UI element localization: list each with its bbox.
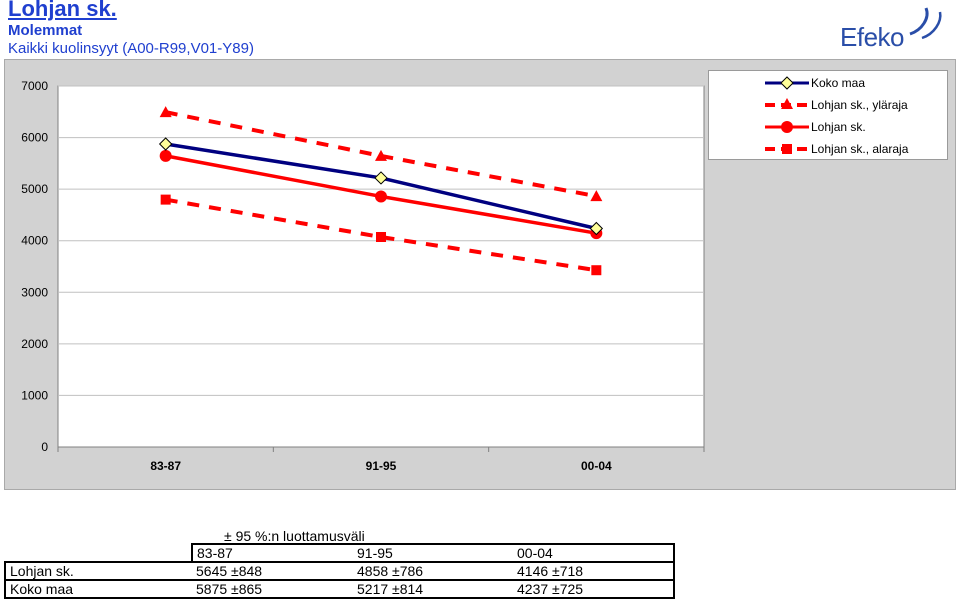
table-caption: ± 95 %:n luottamusväli: [224, 528, 365, 544]
data-point-diamond: [158, 137, 173, 151]
y-tick-label: 1000: [21, 388, 48, 402]
x-tick-label: 91-95: [366, 459, 397, 473]
table-header-row: 83-87 91-95 00-04: [5, 543, 675, 563]
legend-swatch-circle-icon: [765, 121, 809, 133]
plot-area: [57, 85, 705, 448]
data-point-triangle: [159, 106, 172, 118]
table-cell: 5217 ±814: [353, 580, 513, 599]
line-chart: 0 1000 2000 3000 4000 5000 6000 7000 83-87 91-95 0…: [21, 79, 705, 473]
legend-item-ylaraja: Lohjan sk., yläraja: [709, 95, 947, 115]
data-point-square: [160, 194, 171, 205]
x-tick-label: 83-87: [150, 459, 181, 473]
data-point-square: [376, 232, 386, 243]
table-header-cell: 83-87: [191, 543, 353, 563]
page-subtitle-sex: Molemmat: [8, 22, 83, 39]
efeko-logo-swoosh-icon: [909, 7, 942, 40]
table-cell: 5875 ±865: [192, 580, 353, 599]
data-point-triangle: [375, 149, 387, 161]
efeko-logo-text: Efeko: [840, 22, 905, 52]
table-row: Lohjan sk. 5645 ±848 4858 ±786 4146 ±718: [4, 561, 675, 581]
table-row-label: Koko maa: [4, 580, 192, 599]
y-tick-label: 7000: [21, 79, 48, 93]
data-point-triangle: [590, 190, 603, 202]
legend-item-koko-maa: Koko maa: [709, 73, 947, 93]
legend-item-alaraja: Lohjan sk., alaraja: [709, 139, 947, 159]
table-row: Koko maa 5875 ±865 5217 ±814 4237 ±725: [4, 580, 675, 599]
data-point-circle: [159, 149, 172, 162]
legend-label: Lohjan sk., alaraja: [811, 142, 909, 156]
data-point-circle: [375, 190, 387, 203]
table-header-cell: 00-04: [513, 543, 675, 563]
y-tick-label: 0: [41, 440, 48, 454]
table-cell: 4237 ±725: [513, 580, 675, 599]
page-title: Lohjan sk.: [8, 0, 117, 21]
legend-label: Lohjan sk., yläraja: [811, 98, 908, 112]
efeko-logo: Efeko: [838, 4, 948, 54]
y-tick-label: 4000: [21, 234, 48, 248]
legend-item-lohja: Lohjan sk.: [709, 117, 947, 137]
table-cell: 5645 ±848: [192, 561, 353, 581]
x-tick-label: 00-04: [581, 459, 612, 473]
page-subtitle-cause: Kaikki kuolinsyyt (A00-R99,V01-Y89): [8, 40, 254, 57]
chart-legend: Koko maa Lohjan sk., yläraja Lohjan sk. …: [708, 70, 948, 160]
legend-swatch-diamond-icon: [765, 76, 809, 90]
data-point-square: [591, 265, 602, 276]
data-point-diamond: [374, 171, 388, 185]
confidence-interval-table: 83-87 91-95 00-04 Lohjan sk. 5645 ±848 4…: [4, 543, 675, 599]
series-line-3: [165, 197, 597, 273]
y-tick-label: 6000: [21, 131, 48, 145]
series-line-1: [165, 110, 597, 199]
table-header-cell: 91-95: [353, 543, 513, 563]
legend-label: Lohjan sk.: [811, 120, 866, 134]
legend-label: Koko maa: [811, 76, 866, 90]
y-tick-label: 2000: [21, 337, 48, 351]
table-row-label: Lohjan sk.: [4, 561, 192, 581]
y-tick-label: 5000: [21, 182, 48, 196]
data-point-diamond: [589, 221, 604, 236]
table-cell: 4858 ±786: [353, 561, 513, 581]
y-tick-label: 3000: [21, 285, 48, 299]
legend-swatch-triangle-icon: [765, 98, 809, 109]
table-header-cell: [5, 544, 192, 562]
legend-swatch-square-icon: [765, 144, 809, 154]
table-cell: 4146 ±718: [513, 561, 675, 581]
